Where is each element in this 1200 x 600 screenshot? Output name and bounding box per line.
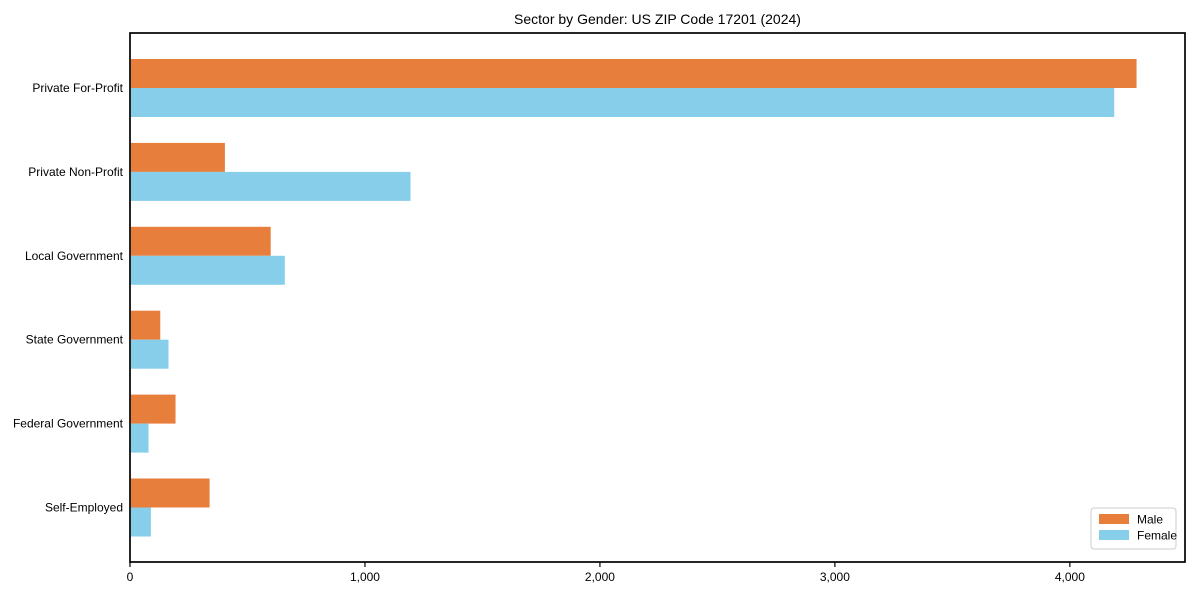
x-tick-label: 2,000 [585,570,615,584]
bar-female [130,423,149,453]
bar-male [130,478,210,508]
y-tick-label: Local Government [25,249,124,263]
plot-border [129,32,1186,563]
y-tick-label: Self-Employed [45,501,123,515]
legend-label-female: Female [1137,529,1177,543]
legend-swatch-female [1099,530,1129,540]
bar-female [130,88,1115,117]
y-tick-label: State Government [26,333,124,347]
x-tick-label: 3,000 [820,570,850,584]
y-tick-label: Private Non-Profit [28,165,123,179]
legend-label-male: Male [1137,513,1163,527]
bar-male [130,59,1137,88]
x-tick-label: 4,000 [1055,570,1085,584]
bar-male [130,142,225,172]
x-tick-label: 0 [127,570,134,584]
bar-female [130,171,411,201]
chart-title: Sector by Gender: US ZIP Code 17201 (202… [514,11,801,27]
y-tick-label: Federal Government [13,417,124,431]
bar-female [130,507,151,537]
bar-female [130,339,169,369]
x-tick-label: 1,000 [350,570,380,584]
bar-female [130,255,285,285]
bar-male [130,310,161,340]
bar-male [130,394,176,424]
y-tick-label: Private For-Profit [32,81,123,95]
bar-male [130,226,271,256]
legend-swatch-male [1099,514,1129,524]
